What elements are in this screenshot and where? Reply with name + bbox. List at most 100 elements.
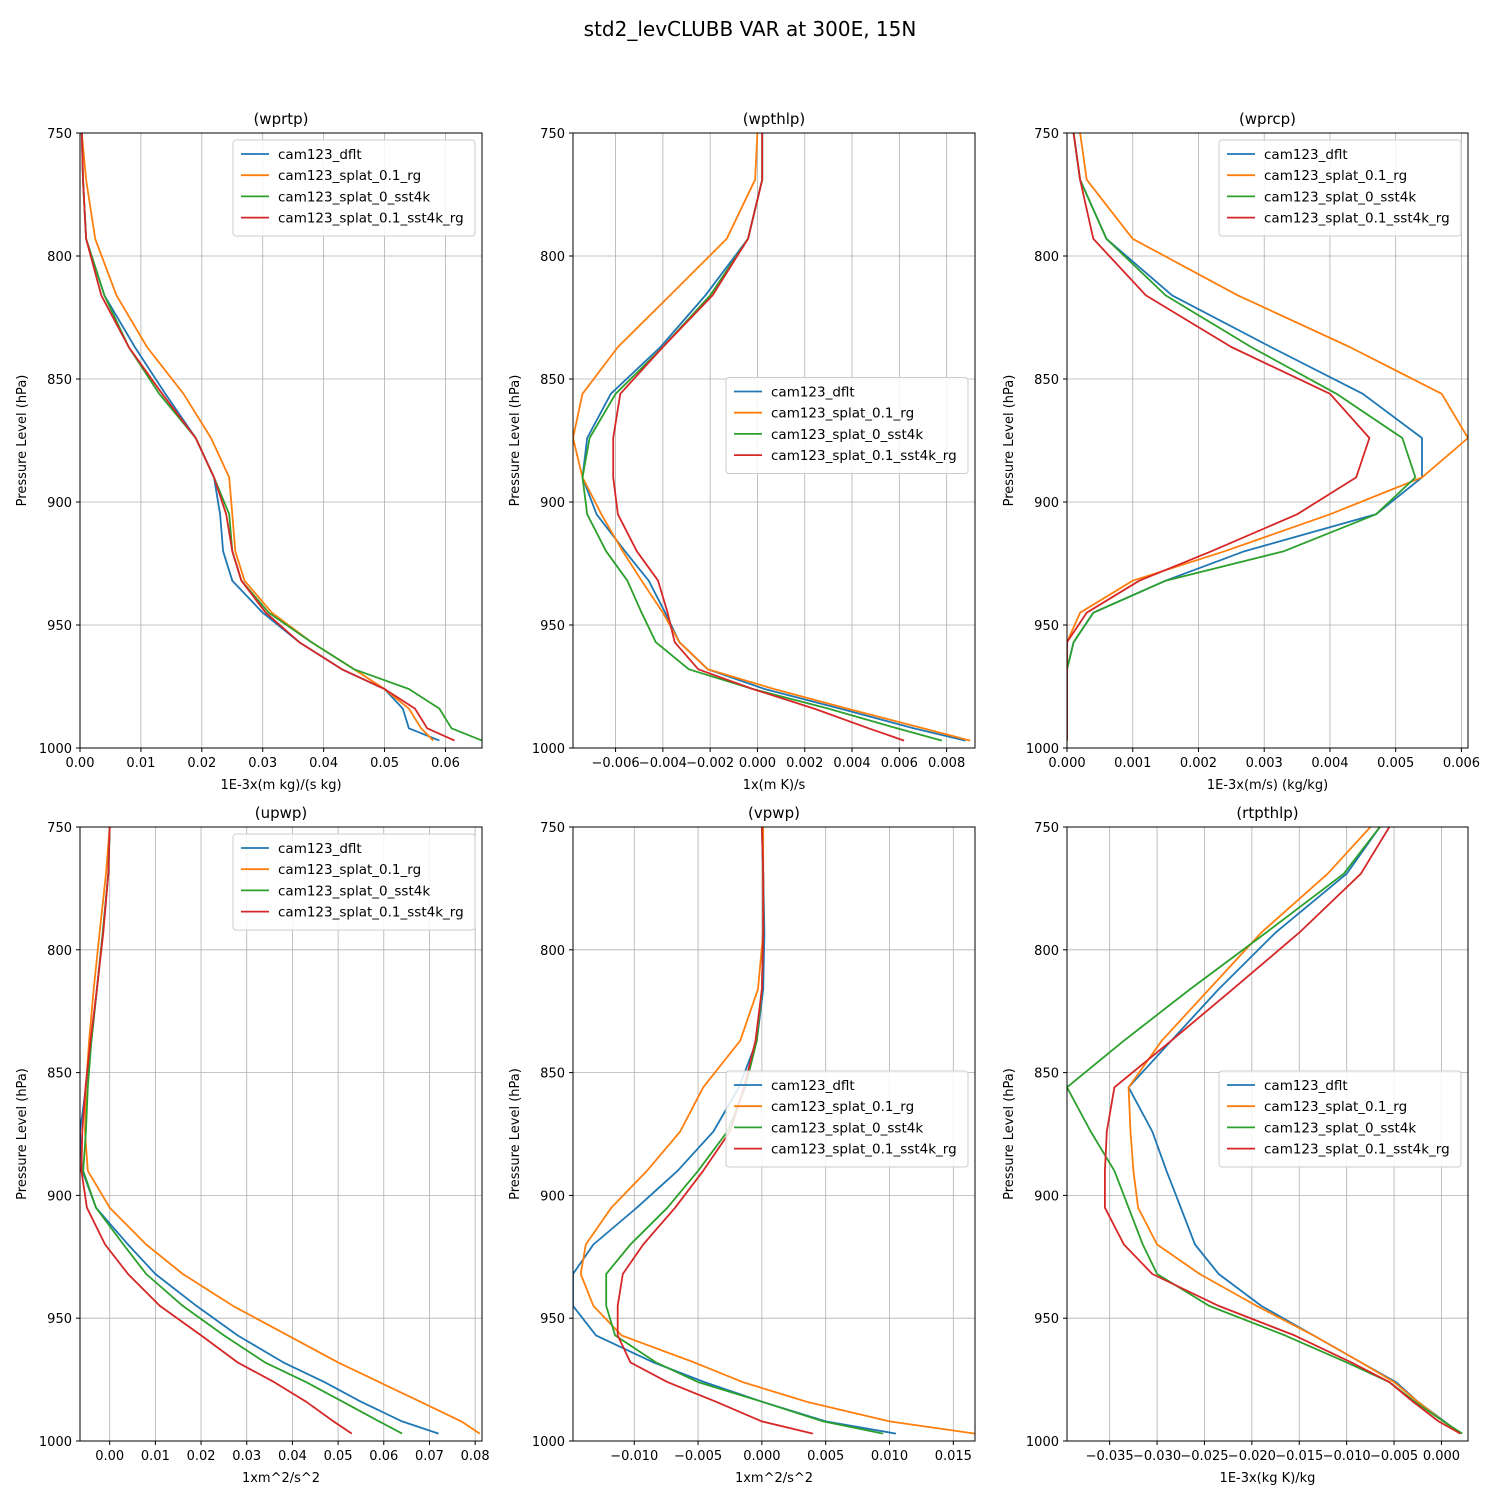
legend-box	[1218, 139, 1462, 237]
series-group	[573, 133, 971, 742]
x-tick-label: 0.03	[232, 1449, 261, 1464]
axes-frame	[79, 132, 483, 749]
series-line-cam123_dflt	[1127, 827, 1461, 1435]
y-tick-label: 850	[1034, 1067, 1059, 1082]
panel-vpwp: −0.010 −0.005 0.000 0.005 0.010 0.015 750 800 85…	[508, 804, 976, 1486]
x-tick-label: −0.010	[610, 1449, 658, 1464]
legend-label: cam123_splat_0.1_rg	[771, 406, 914, 422]
legend-label: cam123_splat_0_sst4k	[771, 1120, 923, 1136]
y-tick-label: 1000	[1026, 1435, 1059, 1450]
y-tick-label: 900	[1034, 496, 1059, 511]
axes-frame	[572, 132, 976, 749]
y-tick-label: 750	[47, 821, 72, 836]
x-tick-label: 0.01	[141, 1449, 170, 1464]
series-group	[80, 133, 482, 742]
panel-title: (wpthlp)	[743, 110, 806, 128]
legend-box	[232, 139, 476, 237]
y-tick-label: 1000	[532, 742, 565, 757]
series-line-cam123_splat_0_sst4k	[80, 133, 482, 742]
y-axis-label: Pressure Level (hPa)	[1002, 375, 1017, 507]
x-tick-label: −0.010	[1323, 1449, 1371, 1464]
x-tick-label: −0.020	[1228, 1449, 1276, 1464]
x-tick-label: 0.003	[1246, 756, 1283, 771]
y-tick-label: 800	[47, 944, 72, 959]
panel-title: (vpwp)	[748, 804, 800, 822]
panel-title: (wprtp)	[253, 110, 308, 128]
x-tick-label: −0.006	[592, 756, 640, 771]
series-line-cam123_splat_0.1_rg	[579, 827, 975, 1435]
panel-wprtp: 0.00 0.01 0.02 0.03 0.04 0.05 0.06 750 800 850 900…	[15, 110, 483, 793]
legend-box	[1218, 1070, 1462, 1168]
x-tick-label: 0.002	[786, 756, 823, 771]
series-line-cam123_splat_0.1_sst4k_rg	[1067, 133, 1371, 741]
axes-frame	[1066, 132, 1469, 749]
x-axis-label: 1E-3x(m/s) (kg/kg)	[1207, 778, 1328, 793]
x-tick-label: −0.005	[674, 1449, 722, 1464]
series-line-cam123_splat_0.1_rg	[84, 827, 481, 1435]
x-tick-label: 0.004	[1311, 756, 1348, 771]
y-tick-label: 750	[540, 127, 565, 142]
x-tick-label: 0.005	[1377, 756, 1414, 771]
legend-label: cam123_dflt	[771, 1078, 855, 1094]
legend: cam123_dflt cam123_splat_0.1_rg cam123_spl…	[725, 377, 969, 474]
x-tick-label: 0.08	[461, 1449, 490, 1464]
x-tick-label: 0.004	[833, 756, 870, 771]
x-axis-label: 1x(m K)/s	[743, 778, 806, 793]
y-tick-label: 750	[47, 127, 72, 142]
legend-label: cam123_splat_0.1_rg	[278, 168, 421, 184]
legend: cam123_dflt cam123_splat_0.1_rg cam123_spl…	[232, 139, 476, 237]
x-tick-label: −0.025	[1180, 1449, 1228, 1464]
x-tick-label: 0.008	[928, 756, 965, 771]
axes-frame	[1066, 826, 1469, 1442]
x-tick-label: 0.006	[881, 756, 918, 771]
y-tick-label: 1000	[532, 1435, 565, 1450]
y-tick-label: 850	[540, 1067, 565, 1082]
x-axis-label: 1xm^2/s^2	[735, 1471, 813, 1486]
y-tick-label: 900	[47, 1189, 72, 1204]
y-tick-label: 950	[540, 619, 565, 634]
x-tick-label: 0.05	[370, 756, 399, 771]
x-tick-label: −0.002	[686, 756, 734, 771]
series-line-cam123_splat_0.1_sst4k_rg	[80, 827, 353, 1435]
y-tick-label: 850	[1034, 373, 1059, 388]
series-group	[573, 827, 975, 1435]
legend-label: cam123_splat_0.1_sst4k_rg	[771, 1142, 957, 1158]
y-tick-label: 900	[540, 496, 565, 511]
legend: cam123_dflt cam123_splat_0.1_rg cam123_spl…	[1218, 1070, 1462, 1168]
axes-frame	[79, 826, 483, 1442]
legend-label: cam123_splat_0.1_sst4k_rg	[1264, 211, 1450, 227]
x-tick-label: 0.04	[278, 1449, 307, 1464]
series-line-cam123_splat_0.1_sst4k_rg	[1104, 827, 1461, 1435]
legend-label: cam123_dflt	[1264, 1078, 1348, 1094]
x-axis-label: 1xm^2/s^2	[242, 1471, 320, 1486]
subplot-grid: 0.00 0.01 0.02 0.03 0.04 0.05 0.06 750 800 850 900…	[15, 110, 1480, 1486]
x-tick-label: 0.06	[431, 756, 460, 771]
y-axis-label: Pressure Level (hPa)	[508, 1068, 523, 1200]
y-tick-label: 1000	[39, 1435, 72, 1450]
legend-label: cam123_splat_0_sst4k	[278, 189, 430, 205]
y-tick-label: 1000	[39, 742, 72, 757]
x-tick-label: 0.000	[1423, 1449, 1460, 1464]
legend-label: cam123_dflt	[278, 841, 362, 857]
x-tick-label: 0.00	[66, 756, 95, 771]
legend: cam123_dflt cam123_splat_0.1_rg cam123_spl…	[1218, 139, 1462, 237]
x-tick-label: 0.07	[415, 1449, 444, 1464]
series-line-cam123_splat_0.1_rg	[1127, 827, 1461, 1435]
panel-wprcp: 0.000 0.001 0.002 0.003 0.004 0.005 0.006 750 80…	[1002, 110, 1480, 793]
series-line-cam123_dflt	[573, 827, 897, 1435]
series-group	[1067, 133, 1468, 741]
x-tick-label: 0.03	[248, 756, 277, 771]
series-line-cam123_splat_0.1_sst4k_rg	[616, 827, 814, 1435]
figure-title: std2_levCLUBB VAR at 300E, 15N	[584, 17, 917, 41]
y-tick-label: 900	[47, 496, 72, 511]
y-tick-label: 850	[47, 373, 72, 388]
series-line-cam123_dflt	[581, 133, 966, 742]
x-tick-label: 0.04	[309, 756, 338, 771]
legend-label: cam123_splat_0.1_rg	[1264, 168, 1407, 184]
y-axis-label: Pressure Level (hPa)	[1002, 1068, 1017, 1200]
x-tick-label: 0.01	[126, 756, 155, 771]
x-tick-label: 0.000	[739, 756, 776, 771]
x-tick-label: 0.005	[807, 1449, 844, 1464]
